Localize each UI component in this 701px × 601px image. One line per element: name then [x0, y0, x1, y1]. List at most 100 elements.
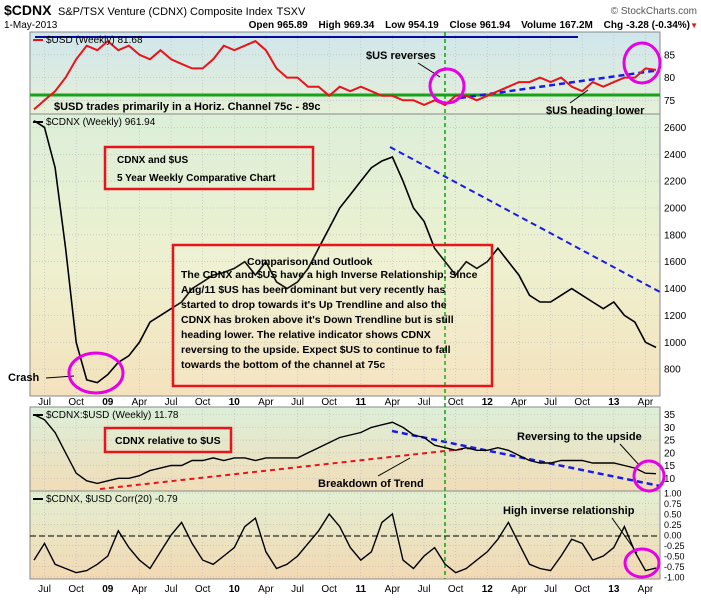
annotation-high-inverse: High inverse relationship: [503, 505, 635, 517]
chart-date: 1-May-2013: [4, 20, 58, 31]
highlight-usd-top-right: [622, 41, 662, 85]
usd-y-tick-label: 80: [664, 73, 676, 84]
corr-legend: $CDNX, $USD Corr(20) -0.79: [46, 494, 178, 505]
x-tick-label: Jul: [544, 397, 557, 408]
cdnx-y-tick-label: 1400: [664, 284, 687, 295]
ratio-y-tick-label: 35: [664, 410, 676, 421]
box-title-line2: 5 Year Weekly Comparative Chart: [117, 173, 276, 184]
index-name: S&P/TSX Venture (CDNX) Composite Index TS…: [58, 6, 306, 18]
annotation-box-title: [103, 145, 315, 191]
x-tick-label: 12: [482, 584, 494, 595]
x-tick-label: Apr: [638, 397, 654, 408]
highlight-usd-reverses: [428, 67, 466, 105]
price-readout: Open 965.89 High 969.34 Low 954.19 Close 961…: [249, 20, 690, 31]
copyright: © StockCharts.com: [611, 6, 697, 17]
x-tick-label: Jul: [38, 397, 51, 408]
usd-legend: $USD (Weekly) 81.68: [46, 35, 143, 46]
x-tick-label: Jul: [165, 397, 178, 408]
correlation-y-tick-label: 0.75: [664, 499, 682, 509]
x-tick-label: 11: [356, 584, 367, 595]
x-tick-label: Apr: [385, 397, 401, 408]
x-tick-label: Jul: [165, 584, 178, 595]
x-tick-label: 10: [229, 397, 241, 408]
x-tick-label: 12: [482, 397, 494, 408]
correlation-y-tick-label: -1.00: [664, 572, 685, 582]
annotation-usd-channel: $USD trades primarily in a Horiz. Channe…: [54, 101, 321, 113]
x-tick-label: Oct: [321, 584, 337, 595]
grid-lines: [30, 32, 660, 579]
outlook-line-1: The CDNX and $US have a high Inverse Rel…: [181, 269, 478, 281]
usd-line: [33, 39, 657, 111]
y-tick-labels: 75 80 85 800 1000 1200 1400 1600 1800 2000 2200 240…: [664, 50, 687, 582]
x-tick-label: Apr: [638, 584, 654, 595]
x-tick-label: Jul: [544, 584, 557, 595]
outlook-line-2: Aug/11 $US has been dominant but very re…: [181, 284, 445, 296]
relative-box-label: CDNX relative to $US: [115, 435, 221, 447]
correlation-line: [33, 512, 657, 574]
x-tick-label: Jul: [418, 397, 431, 408]
x-tick-label: Apr: [511, 584, 527, 595]
cdnx-y-tick-label: 800: [664, 365, 681, 376]
ratio-y-tick-label: 15: [664, 461, 676, 472]
annotation-box-outlook: [171, 243, 494, 388]
highlight-ratio-reversal: [632, 459, 666, 493]
x-tick-label: Apr: [132, 584, 148, 595]
x-tick-label: Oct: [574, 397, 590, 408]
annotation-reversing-up: Reversing to the upside: [517, 431, 642, 443]
ratio-down-trendline: [391, 429, 661, 488]
annotation-usd-reverses: $US reverses: [366, 50, 436, 62]
cdnx-y-tick-label: 2600: [664, 123, 687, 134]
cdnx-down-trendline: [389, 146, 661, 293]
x-tick-label: Oct: [321, 397, 337, 408]
outlook-line-7: towards the bottom of the channel at 75c: [181, 359, 385, 371]
outlook-line-5: heading lower. The relative indicator sh…: [181, 329, 431, 341]
annotation-usd-heading-lower: $US heading lower: [546, 105, 645, 117]
annotation-breakdown: Breakdown of Trend: [318, 478, 424, 490]
x-tick-label: Oct: [68, 584, 84, 595]
ratio-line: [33, 413, 657, 485]
ratio-legend: $CDNX:$USD (Weekly) 11.78: [46, 410, 179, 421]
ratio-y-tick-label: 10: [664, 474, 676, 485]
x-tick-label: Oct: [195, 397, 211, 408]
symbol: $CDNX: [4, 2, 52, 18]
x-tick-label: 09: [102, 397, 114, 408]
x-tick-label: Jul: [38, 584, 51, 595]
ratio-y-tick-label: 20: [664, 448, 676, 459]
chg-down-icon: ▼: [690, 21, 698, 30]
annotation-crash: Crash: [8, 372, 39, 384]
cdnx-y-tick-label: 1800: [664, 230, 687, 241]
x-tick-label: 10: [229, 584, 241, 595]
x-tick-label: Apr: [258, 397, 274, 408]
x-tick-label: 13: [608, 397, 620, 408]
x-tick-label: 09: [102, 584, 114, 595]
x-tick-label: Oct: [195, 584, 211, 595]
outlook-line-4: CDNX has broken above it's Down Trendlin…: [181, 314, 454, 326]
usd-y-tick-label: 75: [664, 96, 676, 107]
cdnx-y-tick-label: 2200: [664, 177, 687, 188]
cdnx-line: [33, 120, 657, 384]
correlation-y-tick-label: -0.75: [664, 562, 685, 572]
outlook-title: Comparison and Outlook: [247, 256, 373, 268]
correlation-y-tick-label: -0.50: [664, 551, 685, 561]
cdnx-y-tick-label: 1600: [664, 257, 687, 268]
x-tick-label: Apr: [258, 584, 274, 595]
usd-heading-lower-pointer: [569, 89, 589, 104]
cdnx-y-tick-label: 1000: [664, 338, 687, 349]
x-tick-label: Jul: [291, 584, 304, 595]
ratio-y-tick-label: 25: [664, 436, 676, 447]
correlation-y-tick-label: 0.00: [664, 531, 682, 541]
cdnx-y-tick-label: 2400: [664, 150, 687, 161]
x-tick-label: Apr: [385, 584, 401, 595]
correlation-y-tick-label: 0.25: [664, 520, 682, 530]
highlight-correlation-low: [623, 547, 661, 579]
cdnx-y-tick-label: 1200: [664, 311, 687, 322]
annotation-box-relative: [103, 426, 233, 454]
box-title-line1: CDNX and $US: [117, 155, 188, 166]
usd-y-tick-label: 85: [664, 50, 676, 61]
x-tick-label: Oct: [448, 397, 464, 408]
high-inverse-pointer: [611, 517, 638, 554]
cdnx-legend: $CDNX (Weekly) 961.94: [46, 117, 156, 128]
x-tick-label: 11: [356, 397, 367, 408]
